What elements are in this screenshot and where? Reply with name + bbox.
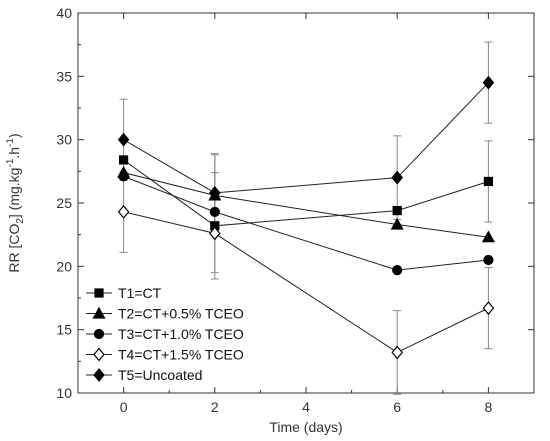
x-tick-label: 0 (120, 399, 128, 415)
y-tick-label: 30 (56, 132, 72, 148)
y-tick-label: 15 (56, 322, 72, 338)
legend-label: T4=CT+1.5% TCEO (118, 347, 244, 363)
data-point (118, 171, 129, 182)
y-axis-title: RR [CO2] (mg.kg-1.h-1) (5, 133, 26, 272)
data-point (482, 301, 495, 316)
y-axis-title-part: RR [CO (6, 224, 22, 273)
y-axis-title-part: ] (mg.kg (6, 168, 22, 219)
data-point (391, 170, 403, 185)
x-tick-label: 8 (485, 399, 493, 415)
data-point (481, 230, 495, 243)
y-tick-label: 35 (56, 68, 72, 84)
data-point (391, 345, 403, 360)
y-axis-title-part: .h (6, 147, 22, 159)
y-axis-title-part: -1 (5, 158, 16, 167)
legend-marker (93, 328, 105, 340)
data-point (117, 132, 130, 147)
y-axis-title-part: -1 (5, 138, 16, 147)
data-point (390, 217, 404, 230)
y-axis-title-part: 2 (15, 218, 26, 224)
legend-label: T2=CT+0.5% TCEO (118, 306, 244, 322)
legend-label: T1=CT (118, 285, 162, 301)
x-tick-label: 2 (211, 399, 219, 415)
data-point (209, 185, 221, 200)
legend-label: T3=CT+1.0% TCEO (118, 326, 244, 342)
x-tick-label: 6 (393, 399, 401, 415)
x-tick-label: 4 (302, 399, 310, 415)
data-point (392, 206, 402, 216)
data-point (482, 75, 495, 90)
series-line (123, 172, 489, 238)
y-tick-label: 25 (56, 195, 72, 211)
series-line (123, 211, 489, 354)
legend-marker (92, 306, 106, 319)
legend-marker (93, 347, 105, 362)
x-axis-title: Time (days) (269, 419, 342, 435)
data-point (483, 176, 493, 187)
data-point (118, 155, 129, 165)
legend-marker (94, 288, 104, 298)
data-point (209, 206, 220, 217)
legend-label: T5=Uncoated (118, 367, 202, 383)
series-line (123, 175, 489, 271)
legend-marker (93, 368, 105, 382)
data-point (117, 204, 130, 219)
y-tick-label: 10 (56, 385, 72, 401)
data-point (483, 254, 494, 266)
y-axis-title-part: ) (6, 133, 22, 138)
y-tick-label: 40 (56, 5, 72, 21)
series-line (123, 159, 489, 227)
y-tick-label: 20 (56, 258, 72, 274)
series-line (123, 82, 489, 194)
data-point (209, 226, 221, 241)
data-point (392, 265, 403, 276)
